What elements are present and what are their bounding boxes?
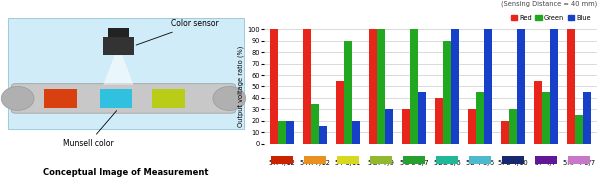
Bar bbox=[286, 121, 294, 144]
Bar bbox=[403, 156, 425, 164]
Bar bbox=[476, 92, 484, 144]
Bar bbox=[402, 109, 410, 144]
Bar bbox=[344, 41, 352, 144]
Text: Munsell color: Munsell color bbox=[63, 111, 116, 148]
Bar bbox=[311, 104, 319, 144]
FancyBboxPatch shape bbox=[109, 28, 128, 37]
Bar bbox=[337, 156, 359, 164]
Bar bbox=[542, 92, 550, 144]
Bar bbox=[435, 98, 443, 144]
Bar bbox=[152, 89, 185, 108]
Bar bbox=[270, 29, 278, 144]
Bar bbox=[567, 29, 575, 144]
Bar bbox=[550, 29, 558, 144]
Bar bbox=[535, 156, 557, 164]
Bar bbox=[370, 156, 392, 164]
Bar bbox=[418, 92, 426, 144]
Circle shape bbox=[1, 86, 34, 110]
Bar bbox=[319, 126, 327, 144]
Bar bbox=[534, 81, 542, 144]
Polygon shape bbox=[103, 55, 134, 85]
Bar bbox=[304, 156, 326, 164]
Bar bbox=[352, 121, 360, 144]
Bar bbox=[501, 121, 509, 144]
Circle shape bbox=[213, 86, 246, 110]
Bar bbox=[377, 29, 385, 144]
FancyBboxPatch shape bbox=[8, 18, 244, 129]
Y-axis label: Output voltage ratio (%): Output voltage ratio (%) bbox=[238, 46, 244, 127]
Bar bbox=[436, 156, 458, 164]
Bar bbox=[451, 29, 459, 144]
Text: Color sensor: Color sensor bbox=[136, 20, 219, 45]
Bar bbox=[410, 29, 418, 144]
Bar bbox=[278, 121, 286, 144]
Bar bbox=[509, 109, 517, 144]
Bar bbox=[484, 29, 492, 144]
Bar bbox=[575, 115, 583, 144]
Text: (Sensing Distance = 40 mm): (Sensing Distance = 40 mm) bbox=[501, 0, 597, 7]
Bar bbox=[369, 29, 377, 144]
Bar bbox=[469, 156, 491, 164]
FancyBboxPatch shape bbox=[11, 84, 236, 113]
Bar bbox=[468, 109, 476, 144]
Bar bbox=[568, 156, 590, 164]
Bar bbox=[385, 109, 393, 144]
Bar bbox=[336, 81, 344, 144]
Bar bbox=[303, 29, 311, 144]
Legend: Red, Green, Blue: Red, Green, Blue bbox=[508, 12, 593, 24]
Bar bbox=[583, 92, 591, 144]
Bar bbox=[100, 89, 132, 108]
Bar bbox=[502, 156, 524, 164]
FancyBboxPatch shape bbox=[103, 37, 134, 55]
Bar bbox=[271, 156, 293, 164]
Bar bbox=[517, 29, 525, 144]
Bar bbox=[443, 41, 451, 144]
Bar bbox=[44, 89, 77, 108]
Text: Conceptual Image of Measurement: Conceptual Image of Measurement bbox=[43, 168, 209, 177]
